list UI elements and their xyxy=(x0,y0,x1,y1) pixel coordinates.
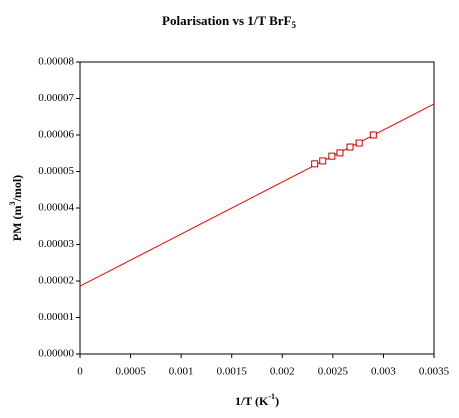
x-tick-label: 0.0025 xyxy=(318,366,349,378)
x-label-main: 1/T (K xyxy=(235,394,269,408)
y-tick-label: 0.00002 xyxy=(38,275,74,287)
x-label-end: ) xyxy=(275,394,279,408)
y-axis-label: PM (m3/mol) xyxy=(8,175,24,241)
y-tick-label: 0.00004 xyxy=(38,202,74,214)
x-tick-label: 0.003 xyxy=(371,366,396,378)
y-label-end: /mol) xyxy=(10,175,24,203)
title-main: Polarisation vs 1/T BrF xyxy=(162,13,291,28)
y-tick-label: 0.00008 xyxy=(38,56,74,68)
point xyxy=(328,152,336,160)
trendline xyxy=(79,103,435,287)
y-tick-label: 0.00006 xyxy=(38,129,74,141)
x-axis-label: 1/T (K-1) xyxy=(235,392,279,408)
point xyxy=(336,149,344,157)
point xyxy=(319,157,327,165)
x-tick-label: 0.0005 xyxy=(115,366,146,378)
point xyxy=(355,139,363,147)
plot-area xyxy=(79,61,435,355)
x-tick-label: 0.0015 xyxy=(217,366,248,378)
point xyxy=(346,143,354,151)
y-label-main: PM (m xyxy=(10,206,24,242)
y-tick-label: 0.00007 xyxy=(38,92,74,104)
y-label-sup: 3 xyxy=(8,202,17,206)
y-tick-label: 0.00000 xyxy=(38,348,74,360)
point xyxy=(311,160,319,168)
chart-title: Polarisation vs 1/T BrF5 xyxy=(162,13,296,30)
y-tick-label: 0.00001 xyxy=(38,311,74,323)
x-tick-label: 0.001 xyxy=(169,366,194,378)
x-tick-label: 0.002 xyxy=(270,366,295,378)
y-tick-label: 0.00005 xyxy=(38,165,74,177)
x-tick-label: 0 xyxy=(77,366,83,378)
y-tick-label: 0.00003 xyxy=(38,238,74,250)
title-sub: 5 xyxy=(291,20,296,30)
x-tick-label: 0.0035 xyxy=(419,366,450,378)
x-label-sup: -1 xyxy=(268,392,275,401)
point xyxy=(369,131,377,139)
